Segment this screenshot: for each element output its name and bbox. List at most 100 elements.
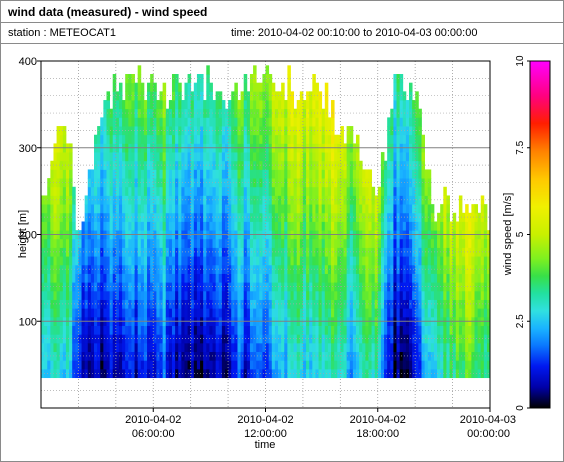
heatmap-cell	[299, 160, 304, 170]
heatmap-cell	[268, 334, 273, 344]
heatmap-cell	[81, 325, 86, 335]
heatmap-cell	[462, 290, 466, 300]
heatmap-cell	[262, 334, 266, 344]
heatmap-cell	[253, 273, 257, 283]
heatmap-cell	[134, 91, 139, 101]
heatmap-cell	[190, 351, 195, 361]
heatmap-cell	[393, 82, 397, 92]
colorbar-tick-label: 10	[515, 55, 526, 67]
heatmap-cell	[112, 91, 117, 101]
heatmap-cell	[359, 256, 363, 266]
heatmap-cell	[346, 247, 351, 257]
heatmap-cell	[274, 108, 279, 118]
heatmap-cell	[103, 160, 107, 170]
heatmap-cell	[440, 273, 444, 283]
heatmap-cell	[159, 360, 164, 370]
heatmap-cell	[318, 221, 323, 231]
heatmap-cell	[259, 169, 263, 179]
heatmap-cell	[421, 178, 425, 188]
heatmap-cell	[256, 204, 260, 214]
heatmap-cell	[293, 212, 298, 222]
heatmap-cell	[474, 308, 479, 318]
heatmap-cell	[221, 290, 226, 300]
heatmap-cell	[371, 238, 376, 248]
heatmap-cell	[253, 325, 257, 335]
heatmap-cell	[53, 308, 57, 318]
heatmap-cell	[327, 325, 332, 335]
heatmap-cell	[399, 82, 404, 92]
heatmap-cell	[396, 152, 401, 162]
heatmap-cell	[106, 195, 111, 205]
heatmap-cell	[393, 273, 397, 283]
heatmap-cell	[427, 351, 432, 361]
heatmap-cell	[118, 126, 123, 136]
heatmap-cell	[471, 273, 475, 283]
heatmap-cell	[384, 195, 388, 205]
heatmap-cell	[480, 342, 485, 353]
heatmap-cell	[90, 325, 95, 335]
heatmap-cell	[349, 264, 354, 274]
heatmap-cell	[368, 299, 372, 309]
heatmap-cell	[137, 238, 142, 248]
heatmap-cell	[321, 325, 326, 335]
heatmap-cell	[412, 152, 416, 162]
heatmap-cell	[190, 325, 195, 335]
heatmap-cell	[218, 212, 223, 222]
heatmap-cell	[355, 325, 360, 335]
heatmap-cell	[221, 299, 226, 309]
heatmap-cell	[371, 195, 376, 205]
heatmap-cell	[90, 238, 95, 248]
heatmap-cell	[200, 221, 204, 231]
heatmap-cell	[243, 360, 248, 370]
heatmap-cell	[221, 126, 226, 136]
heatmap-cell	[296, 368, 301, 379]
heatmap-cell	[446, 264, 450, 274]
heatmap-cell	[106, 91, 111, 101]
heatmap-cell	[380, 325, 385, 335]
heatmap-cell	[225, 360, 229, 370]
heatmap-cell	[106, 256, 111, 266]
heatmap-cell	[134, 256, 139, 266]
heatmap-cell	[362, 178, 366, 188]
colorbar	[529, 60, 551, 409]
heatmap-cell	[424, 290, 429, 300]
heatmap-cell	[44, 351, 48, 361]
heatmap-cell	[106, 299, 111, 309]
heatmap-cell	[106, 282, 111, 292]
heatmap-cell	[265, 100, 270, 110]
heatmap-cell	[53, 238, 57, 248]
heatmap-cell	[134, 195, 139, 205]
heatmap-cell	[246, 186, 251, 196]
heatmap-cell	[59, 273, 64, 283]
heatmap-cell	[377, 368, 382, 379]
heatmap-cell	[122, 325, 126, 335]
heatmap-cell	[171, 308, 176, 318]
heatmap-cell	[200, 74, 204, 84]
heatmap-cell	[424, 282, 429, 292]
heatmap-cell	[50, 351, 54, 361]
heatmap-cell	[137, 169, 142, 179]
heatmap-cell	[131, 108, 135, 118]
heatmap-cell	[362, 360, 366, 370]
heatmap-cell	[309, 325, 313, 335]
heatmap-cell	[212, 325, 217, 335]
heatmap-cell	[256, 273, 260, 283]
heatmap-cell	[218, 334, 223, 344]
heatmap-cell	[215, 108, 220, 118]
heatmap-cell	[458, 212, 463, 222]
heatmap-cell	[178, 117, 182, 127]
heatmap-cell	[221, 238, 226, 248]
heatmap-cell	[246, 238, 251, 248]
heatmap-cell	[309, 117, 313, 127]
heatmap-cell	[118, 342, 123, 353]
heatmap-cell	[337, 264, 341, 274]
heatmap-cell	[196, 247, 201, 257]
heatmap-cell	[209, 238, 213, 248]
heatmap-cell	[137, 334, 142, 344]
heatmap-cell	[384, 264, 388, 274]
heatmap-cell	[362, 273, 366, 283]
heatmap-cell	[486, 238, 490, 248]
heatmap-cell	[318, 134, 323, 144]
heatmap-cell	[418, 334, 422, 344]
heatmap-cell	[349, 256, 354, 266]
